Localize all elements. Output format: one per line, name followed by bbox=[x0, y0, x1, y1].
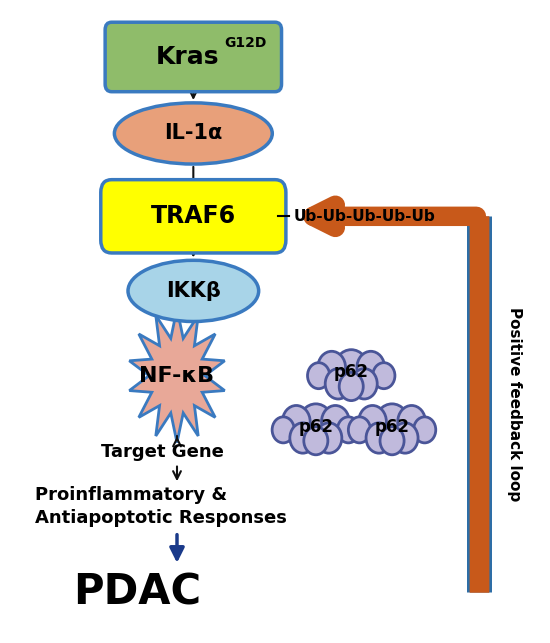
Text: IKKβ: IKKβ bbox=[166, 281, 221, 301]
Circle shape bbox=[392, 423, 418, 453]
Ellipse shape bbox=[114, 103, 272, 164]
Circle shape bbox=[375, 404, 410, 445]
FancyBboxPatch shape bbox=[101, 179, 286, 253]
Circle shape bbox=[348, 417, 371, 443]
Circle shape bbox=[339, 372, 363, 401]
Text: NF-κB: NF-κB bbox=[140, 366, 214, 386]
Circle shape bbox=[334, 350, 369, 391]
Text: Kras: Kras bbox=[156, 45, 219, 69]
Circle shape bbox=[318, 351, 345, 384]
Circle shape bbox=[351, 368, 377, 399]
Circle shape bbox=[282, 406, 310, 438]
Polygon shape bbox=[129, 309, 224, 442]
Text: p62: p62 bbox=[334, 363, 368, 381]
Text: Ub-Ub-Ub-Ub-Ub: Ub-Ub-Ub-Ub-Ub bbox=[294, 209, 436, 224]
Circle shape bbox=[272, 417, 294, 443]
Circle shape bbox=[290, 423, 316, 453]
Circle shape bbox=[325, 368, 351, 399]
Circle shape bbox=[322, 406, 349, 438]
Text: TRAF6: TRAF6 bbox=[151, 204, 236, 228]
Text: PDAC: PDAC bbox=[74, 572, 202, 613]
Circle shape bbox=[373, 363, 395, 388]
Text: IL-1α: IL-1α bbox=[164, 123, 223, 143]
Circle shape bbox=[380, 426, 404, 455]
Text: Target Gene: Target Gene bbox=[101, 443, 224, 461]
Text: Positive feedback loop: Positive feedback loop bbox=[507, 307, 522, 502]
Text: p62: p62 bbox=[298, 418, 333, 436]
Circle shape bbox=[398, 406, 426, 438]
Circle shape bbox=[366, 423, 392, 453]
Circle shape bbox=[337, 417, 360, 443]
Ellipse shape bbox=[128, 260, 258, 322]
Circle shape bbox=[304, 426, 328, 455]
Text: p62: p62 bbox=[375, 418, 410, 436]
FancyBboxPatch shape bbox=[105, 23, 282, 92]
Text: G12D: G12D bbox=[224, 36, 266, 50]
Circle shape bbox=[298, 404, 333, 445]
Circle shape bbox=[414, 417, 436, 443]
Circle shape bbox=[357, 351, 384, 384]
Circle shape bbox=[307, 363, 330, 388]
Text: Proinflammatory &
Antiapoptotic Responses: Proinflammatory & Antiapoptotic Response… bbox=[35, 485, 287, 527]
Circle shape bbox=[316, 423, 342, 453]
Circle shape bbox=[359, 406, 387, 438]
